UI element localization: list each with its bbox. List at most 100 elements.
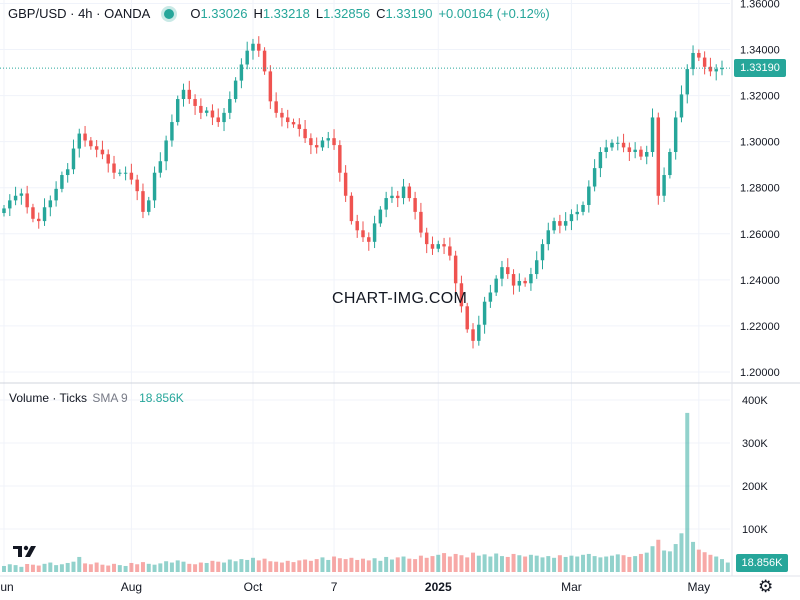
candle-body (268, 71, 273, 102)
candle-body (390, 195, 394, 199)
volume-bar (471, 552, 476, 572)
volume-bar (615, 554, 620, 572)
volume-bar (482, 554, 487, 572)
volume-bar (453, 553, 458, 572)
last-price-label: 1.33190 (734, 59, 786, 77)
volume-bar (384, 556, 389, 572)
candle-body (314, 145, 319, 148)
symbol-legend: GBP/USD · 4h · OANDA O 1.33026 H 1.33218 L… (8, 6, 550, 21)
low-value: 1.32856 (323, 6, 371, 21)
candle-body (199, 105, 203, 113)
symbol-title[interactable]: GBP/USD · 4h · OANDA (8, 6, 151, 21)
volume-bar (256, 560, 261, 572)
x-tick-label: Jun (0, 580, 14, 594)
volume-bar (25, 563, 30, 572)
volume-bar (129, 562, 134, 572)
candle-body (158, 161, 163, 173)
volume-title[interactable]: Volume · Ticks (9, 391, 88, 405)
candle-body (77, 133, 81, 149)
candle-body (546, 230, 551, 245)
volume-bar (343, 559, 348, 572)
volume-bar (54, 565, 59, 572)
candle-body (42, 207, 47, 222)
candle-body (552, 221, 556, 231)
volume-bar (112, 563, 117, 572)
high-value: 1.33218 (262, 6, 310, 21)
candle-body (459, 283, 464, 307)
candle-body (349, 195, 354, 222)
price-tick-label: 1.26000 (740, 229, 780, 241)
volume-bar (320, 557, 325, 572)
volume-bar (227, 559, 232, 572)
candle-body (477, 324, 481, 341)
candle-body (147, 200, 151, 212)
volume-bar (511, 553, 516, 572)
candle-body (453, 255, 458, 284)
volume-bar (401, 556, 406, 572)
volume-bar (19, 566, 24, 572)
volume-bar (696, 549, 701, 572)
volume-bar (65, 562, 70, 572)
volume-bar (297, 560, 302, 572)
volume-bar (233, 561, 238, 572)
candle-body (488, 292, 493, 302)
candle-body (129, 172, 134, 180)
volume-bar (644, 552, 649, 572)
volume-bar (523, 556, 528, 572)
candle-body (233, 80, 238, 100)
candle-body (419, 211, 423, 233)
candle-body (94, 146, 99, 150)
candle-body (280, 112, 284, 118)
volume-bar (193, 564, 198, 572)
candle-body (708, 66, 713, 72)
volume-bar (557, 555, 562, 572)
market-status-icon (164, 8, 175, 19)
volume-bar (609, 555, 614, 572)
candle-body (2, 208, 6, 214)
volume-bar (505, 556, 510, 572)
volume-bar (552, 557, 557, 572)
candle-body (482, 301, 487, 325)
open-key: O (190, 6, 201, 21)
volume-bar (499, 556, 504, 572)
price-tick-label: 1.32000 (740, 91, 780, 103)
volume-bar (442, 553, 447, 572)
volume-bar (691, 541, 696, 572)
candle-body (187, 89, 192, 100)
candle-body (367, 237, 371, 242)
volume-bar (349, 557, 354, 572)
volume-bar (239, 559, 244, 572)
candle-body (413, 198, 417, 212)
candle-body (592, 168, 597, 187)
candle-body (448, 246, 452, 256)
volume-bar (378, 560, 383, 572)
candle-body (286, 117, 290, 123)
candle-body (691, 52, 695, 70)
candle-body (245, 50, 249, 65)
gear-icon[interactable]: ⚙ (758, 577, 774, 596)
volume-bar (106, 565, 111, 572)
candle-body (193, 99, 197, 106)
volume-bar (586, 553, 591, 572)
candle-body (610, 142, 614, 148)
candle-body (471, 329, 475, 341)
volume-bar (366, 560, 371, 572)
candle-body (37, 218, 41, 222)
candle-body (355, 221, 359, 231)
volume-bar (638, 553, 643, 572)
volume-bar (140, 562, 145, 572)
volume-bar (563, 556, 568, 572)
candle-body (19, 193, 24, 196)
candle-body (112, 163, 116, 173)
candle-body (170, 122, 174, 141)
candle-body (656, 117, 661, 196)
candle-body (123, 172, 128, 174)
volume-bar (158, 563, 163, 572)
tradingview-logo-icon[interactable] (10, 538, 40, 564)
candle-body (702, 57, 707, 67)
candle-body (60, 175, 64, 189)
candle-body (639, 149, 643, 157)
candle-body (650, 117, 655, 152)
volume-bar (685, 412, 690, 572)
